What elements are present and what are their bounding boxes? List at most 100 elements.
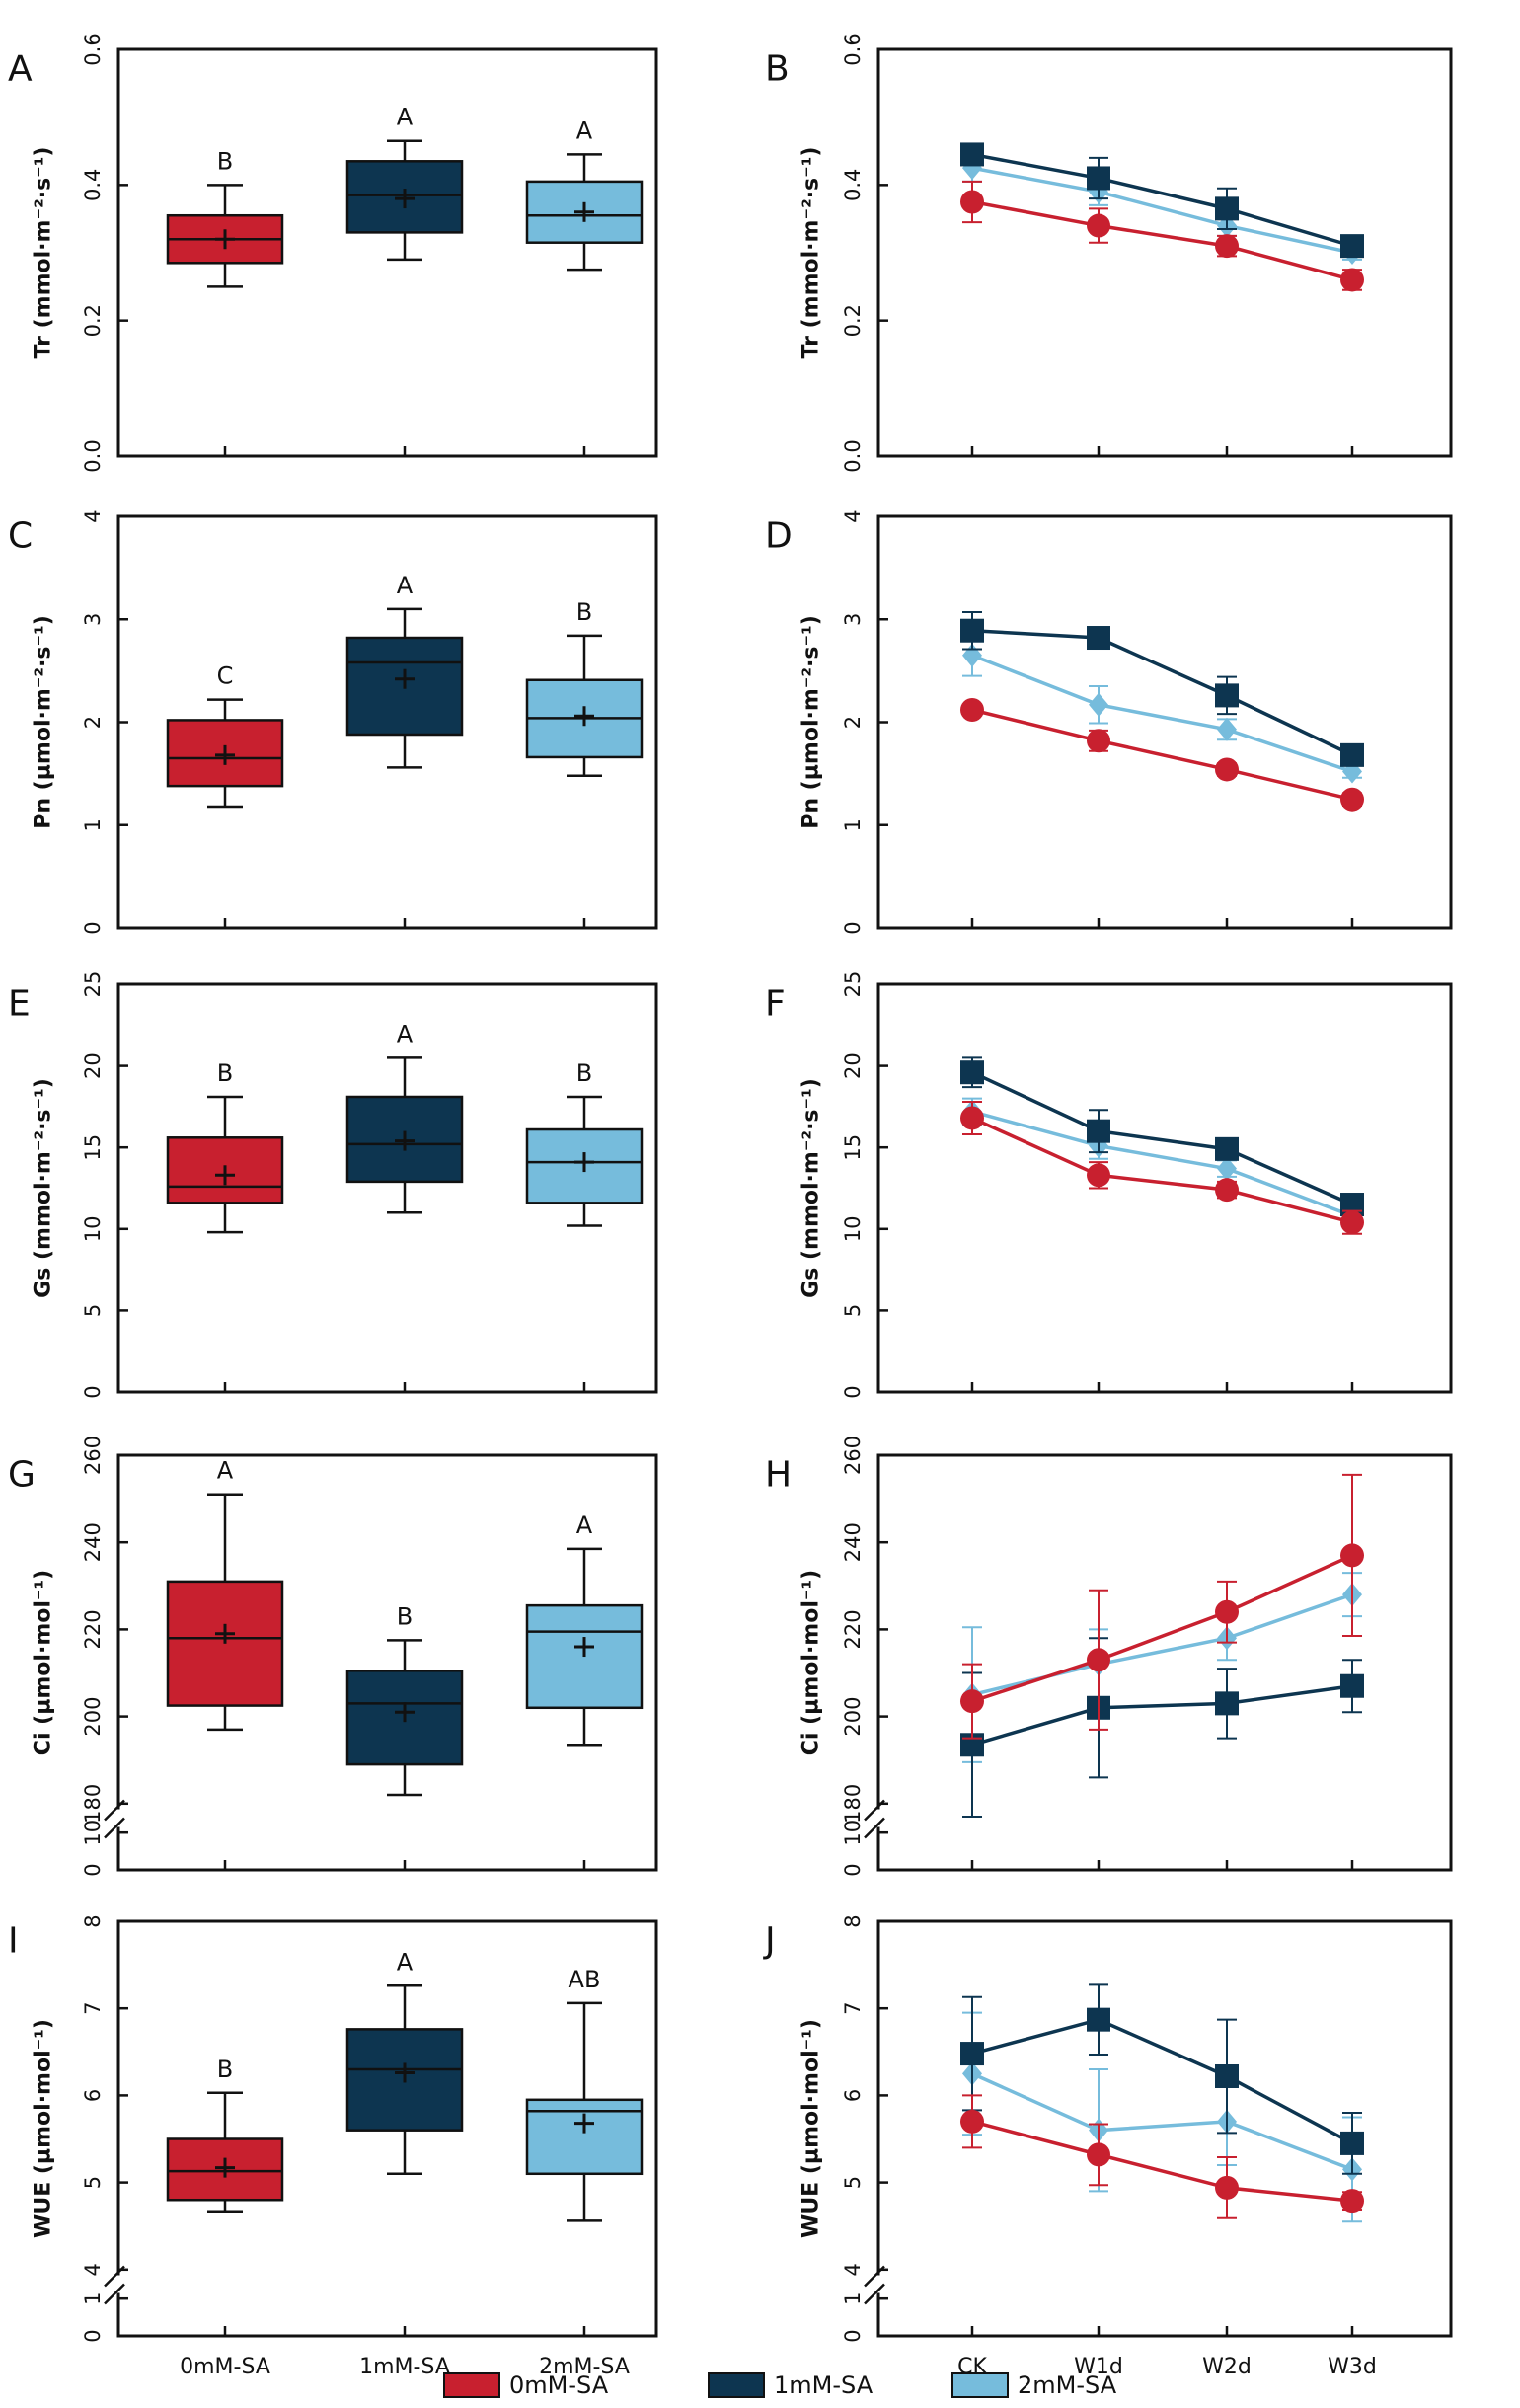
panel-J-ytick-label: 0: [841, 2329, 865, 2342]
panel-E-ytick-label: 25: [81, 971, 105, 998]
panel-B-point-0mM-SA: [1215, 234, 1239, 259]
panel-D-ytick-label: 4: [841, 509, 865, 522]
panel-I-letter: I: [8, 1921, 19, 1962]
panel-I-ytick-label: 5: [81, 2176, 105, 2189]
panel-F-ytick-label: 15: [841, 1134, 865, 1161]
panel-I-ytick-label: 7: [81, 2002, 105, 2015]
panel-A-sig-label: B: [217, 147, 233, 175]
panel-E-ylabel: Gs (mmol·m⁻²·s⁻¹): [32, 1078, 56, 1298]
panel-D-series-line-0mM-SA: [971, 708, 1353, 802]
panel-H-point-0mM-SA: [1087, 1648, 1110, 1672]
legend-label: 2mM-SA: [1018, 2371, 1117, 2399]
panel-J-ylabel: WUE (µmol·mol⁻¹): [799, 2019, 824, 2238]
panel-C-sig-label: A: [397, 572, 414, 599]
panel-J-ytick-label: 7: [841, 2002, 865, 2015]
panel-C-sig-label: B: [576, 598, 592, 626]
panel-H-ytick-label: 0: [841, 1863, 865, 1876]
panel-I-axis-break-mark: [104, 2265, 125, 2288]
panel-H-ytick-label: 10: [841, 1820, 865, 1846]
panel-D-point-1mM-SA: [1215, 683, 1239, 708]
panel-E-ytick-label: 20: [81, 1052, 105, 1079]
panel-H-axis-break-mark: [864, 1799, 885, 1822]
panel-H-frame: [876, 1453, 1453, 1872]
panel-F-point-1mM-SA: [1215, 1136, 1239, 1161]
panel-G-axis-break-mark: [104, 1817, 125, 1839]
panel-A-frame: [116, 47, 658, 458]
panel-B-point-1mM-SA: [960, 142, 984, 167]
panel-J-ytick-label: 5: [841, 2176, 865, 2189]
panel-F-point-1mM-SA: [1087, 1119, 1110, 1143]
panel-D-point-0mM-SA: [1340, 787, 1364, 812]
panel-B-point-0mM-SA: [960, 190, 984, 214]
panel-B-ytick-label: 0.2: [841, 304, 865, 337]
panel-I-xtick-label: 0mM-SA: [180, 2355, 270, 2379]
panel-E-letter: E: [8, 984, 31, 1025]
panel-D-ytick-label: 2: [841, 716, 865, 729]
panel-H-ytick-label: 200: [841, 1697, 865, 1737]
panel-C-ytick-label: 0: [81, 921, 105, 934]
panel-A-sig-label: A: [576, 117, 593, 144]
panel-C-sig-label: C: [217, 662, 234, 690]
panel-G-ytick-label: 260: [81, 1436, 105, 1475]
panel-I-sig-label: B: [217, 2056, 233, 2083]
panel-F-point-2mM-SA: [1217, 1156, 1237, 1181]
panel-C-ytick-label: 2: [81, 716, 105, 729]
panel-F-ytick-label: 0: [841, 1385, 865, 1398]
panel-F-point-0mM-SA: [1087, 1163, 1110, 1188]
panel-B-point-1mM-SA: [1087, 166, 1110, 191]
panel-E-ytick-label: 15: [81, 1134, 105, 1161]
panel-G-frame: [116, 1453, 658, 1872]
panel-D-point-0mM-SA: [960, 697, 984, 722]
panel-H-point-0mM-SA: [1340, 1543, 1364, 1568]
panel-J-ytick-label: 6: [841, 2089, 865, 2102]
panel-G-ytick-label: 240: [81, 1522, 105, 1562]
panel-G-sig-label: B: [397, 1602, 413, 1630]
panel-D-point-0mM-SA: [1087, 729, 1110, 753]
panel-J-ytick-label: 8: [841, 1914, 865, 1927]
panel-J-ytick-label: 1: [841, 2292, 865, 2305]
panel-C-ytick-label: 3: [81, 613, 105, 626]
panel-B-frame: [876, 47, 1453, 458]
panel-D-point-0mM-SA: [1215, 757, 1239, 782]
panel-J-axis-break-mark: [864, 2283, 885, 2305]
panel-J-series-line-0mM-SA: [971, 2120, 1353, 2203]
panel-F-point-0mM-SA: [960, 1106, 984, 1130]
panel-H-point-1mM-SA: [1340, 1673, 1364, 1698]
panel-H-ytick-label: 260: [841, 1436, 865, 1475]
legend-swatch-2mM-SA: [951, 2372, 1009, 2398]
panel-I-ylabel: WUE (µmol·mol⁻¹): [32, 2019, 56, 2238]
panel-G-sig-label: A: [576, 1512, 593, 1539]
panel-D-ytick-label: 1: [841, 818, 865, 831]
panel-G-ytick-label: 10: [81, 1820, 105, 1846]
panel-J-point-0mM-SA: [1087, 2142, 1110, 2167]
panel-A-letter: A: [8, 49, 33, 90]
panel-I-ytick-label: 1: [81, 2292, 105, 2305]
panel-B-point-1mM-SA: [1340, 234, 1364, 259]
panel-D-point-1mM-SA: [1087, 626, 1110, 651]
panel-F-letter: F: [765, 984, 786, 1025]
panel-G-ytick-label: 180: [81, 1784, 105, 1824]
panel-F-ytick-label: 25: [841, 971, 865, 998]
panel-H-series-line-0mM-SA: [971, 1553, 1353, 1703]
panel-I-axis-break-mark: [104, 2283, 125, 2305]
panel-D-point-1mM-SA: [960, 618, 984, 643]
panel-A-ytick-label: 0.4: [81, 169, 105, 201]
panel-I-sig-label: A: [397, 1948, 414, 1976]
panel-B-ylabel: Tr (mmol·m⁻²·s⁻¹): [799, 147, 824, 359]
panel-J-axis-break-mark: [864, 2265, 885, 2288]
panel-I-ytick-label: 0: [81, 2329, 105, 2342]
panel-B-series-line-0mM-SA: [971, 199, 1353, 282]
panel-D-point-2mM-SA: [1217, 717, 1237, 741]
panel-E-sig-label: B: [217, 1059, 233, 1087]
panel-I-xtick-label: 2mM-SA: [539, 2355, 630, 2379]
panel-D-ytick-label: 0: [841, 921, 865, 934]
legend-swatch-1mM-SA: [708, 2372, 765, 2398]
panel-H-point-1mM-SA: [1215, 1691, 1239, 1716]
panel-H-series-line-1mM-SA: [971, 1683, 1353, 1747]
panel-B-point-0mM-SA: [1087, 213, 1110, 238]
panel-D-frame: [876, 514, 1453, 930]
panel-F-series-line-2mM-SA: [971, 1110, 1353, 1218]
panel-A-ytick-label: 0.0: [81, 439, 105, 472]
panel-H-series-line-2mM-SA: [971, 1592, 1353, 1697]
